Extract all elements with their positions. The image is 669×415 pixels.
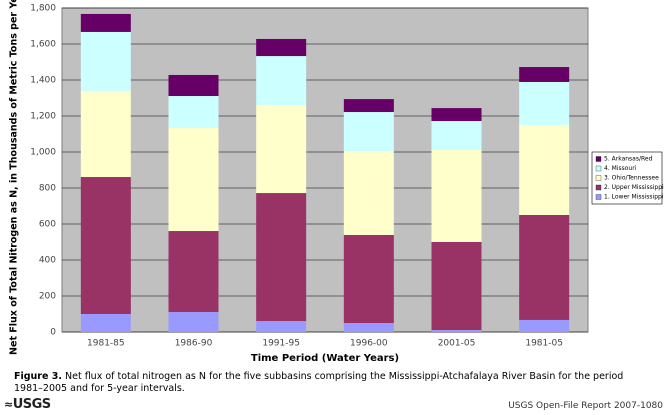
logo: ≈USGS bbox=[4, 397, 51, 412]
y-tick-label: 600 bbox=[39, 220, 56, 230]
legend-label: 2. Upper Mississippi bbox=[604, 184, 664, 191]
bar-segment bbox=[80, 314, 131, 332]
legend-swatch bbox=[595, 175, 602, 181]
x-tick-label: 1996-00 bbox=[350, 339, 388, 349]
y-tick-label: 1,400 bbox=[30, 76, 56, 86]
bar-segment bbox=[519, 215, 570, 320]
caption: Figure 3. Net flux of total nitrogen as … bbox=[14, 371, 624, 395]
x-tick-label: 1986-90 bbox=[175, 339, 213, 349]
y-axis-label: Net Flux of Total Nitrogen as N, in Thou… bbox=[9, 0, 20, 355]
bar-segment bbox=[519, 81, 570, 125]
legend-label: 5. Arkansas/Red bbox=[604, 156, 653, 163]
y-tick-label: 0 bbox=[50, 328, 56, 338]
report-label: USGS Open-File Report 2007-1080 bbox=[508, 401, 663, 411]
bar-segment bbox=[519, 67, 570, 82]
bar-segment bbox=[519, 319, 570, 332]
bar-segment bbox=[80, 90, 131, 178]
legend-box bbox=[591, 151, 663, 205]
logo-wave: ≈ bbox=[4, 398, 13, 411]
x-tick-label: 1981-85 bbox=[87, 339, 125, 349]
bar-segment bbox=[431, 121, 482, 151]
y-tick-label: 800 bbox=[39, 184, 56, 194]
bar-segment bbox=[431, 242, 482, 331]
caption-label: Figure 3. bbox=[14, 371, 62, 382]
legend-label: 3. Ohio/Tennessee bbox=[604, 175, 659, 182]
bar-segment bbox=[431, 108, 482, 122]
bar-segment bbox=[168, 312, 219, 332]
legend-label: 4. Missouri bbox=[604, 165, 637, 172]
bar-segment bbox=[256, 56, 307, 106]
x-tick-label: 2001-05 bbox=[438, 339, 476, 349]
legend-swatch bbox=[595, 184, 602, 191]
y-tick-label: 1,200 bbox=[30, 112, 56, 122]
bar-segment bbox=[80, 177, 131, 314]
bar-segment bbox=[343, 150, 394, 235]
x-tick-label: 1981-05 bbox=[525, 339, 563, 349]
bar-segment bbox=[80, 31, 131, 91]
bar-segment bbox=[256, 321, 307, 332]
chart: Net Flux of Total Nitrogen as N, in Thou… bbox=[9, 0, 665, 364]
y-tick-label: 1,000 bbox=[30, 148, 56, 158]
plot-area bbox=[61, 7, 589, 333]
bar-segment bbox=[256, 193, 307, 322]
y-tick-label: 400 bbox=[39, 256, 56, 266]
bar-segment bbox=[343, 112, 394, 151]
y-tick-label: 200 bbox=[39, 292, 56, 302]
bar-segment bbox=[343, 99, 394, 113]
bar-segment bbox=[431, 330, 482, 332]
bar-segment bbox=[168, 96, 219, 129]
legend-swatch bbox=[595, 165, 602, 172]
bar-segment bbox=[168, 231, 219, 313]
bar-segment bbox=[80, 13, 131, 32]
bar-segment bbox=[343, 234, 394, 323]
legend-swatch bbox=[595, 156, 602, 162]
bar-segment bbox=[519, 125, 570, 215]
legend-swatch bbox=[595, 194, 602, 200]
bar-segment bbox=[431, 150, 482, 242]
bar-segment bbox=[343, 323, 394, 332]
y-tick-label: 1,800 bbox=[30, 4, 56, 14]
x-tick-label: 1991-95 bbox=[262, 339, 300, 349]
bar-segment bbox=[168, 128, 219, 232]
y-tick-label: 1,600 bbox=[30, 40, 56, 50]
x-axis-label: Time Period (Water Years) bbox=[251, 353, 399, 364]
legend-label: 1. Lower Mississippi bbox=[604, 194, 664, 201]
caption-text: Net flux of total nitrogen as N for the … bbox=[14, 371, 624, 394]
logo-text: USGS bbox=[12, 397, 51, 412]
bar-segment bbox=[256, 38, 307, 57]
bar-segment bbox=[168, 74, 219, 97]
bar-segment bbox=[256, 105, 307, 194]
